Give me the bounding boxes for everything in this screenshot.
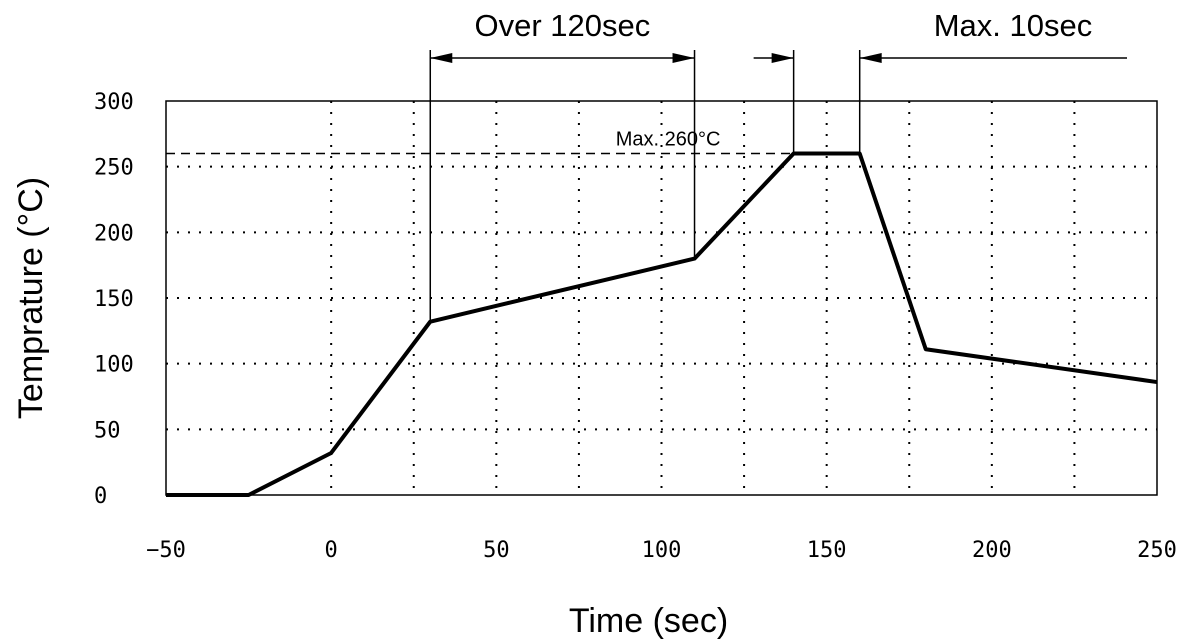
max-temp-label: Max. 260°C	[616, 129, 721, 151]
annotation-group: Over 120sec Max. 10sec	[429, 8, 1127, 322]
grid	[166, 101, 1157, 495]
arrow-head-right	[672, 53, 695, 63]
y-tick-label: 300	[94, 90, 134, 115]
x-tick-label: 150	[807, 538, 847, 563]
arrow-head-left	[430, 53, 453, 63]
y-tick-label: 0	[94, 484, 107, 509]
max-10sec-label: Max. 10sec	[934, 8, 1093, 43]
over-120sec-label: Over 120sec	[475, 8, 651, 43]
x-tick-label: 50	[483, 538, 510, 563]
x-tick-label: 200	[972, 538, 1012, 563]
y-tick-label: 200	[94, 221, 134, 246]
x-axis-title: Time (sec)	[569, 602, 728, 640]
x-tick-label: 250	[1137, 538, 1177, 563]
y-tick-label: 100	[94, 353, 134, 378]
y-tick-label: 50	[94, 418, 121, 443]
y-tick-label: 150	[94, 287, 134, 312]
series-group	[166, 151, 1158, 497]
y-tick-label: 250	[94, 156, 134, 181]
x-tick-label: 100	[642, 538, 682, 563]
reference-line-group: Max. 260°C	[166, 129, 794, 155]
temperature-profile-line	[166, 151, 1158, 497]
x-tick-label: −50	[146, 538, 186, 563]
y-tick-labels: 0 50 100 150 200 250 300	[94, 90, 134, 509]
arrow-head-right	[771, 53, 794, 63]
x-tick-label: 0	[325, 538, 338, 563]
x-tick-labels: −50 0 50 100 150 200 250	[146, 538, 1177, 563]
plot-frame	[165, 100, 1158, 496]
y-axis-title: Temprature (°C)	[12, 177, 50, 419]
arrow-head-left	[859, 53, 882, 63]
